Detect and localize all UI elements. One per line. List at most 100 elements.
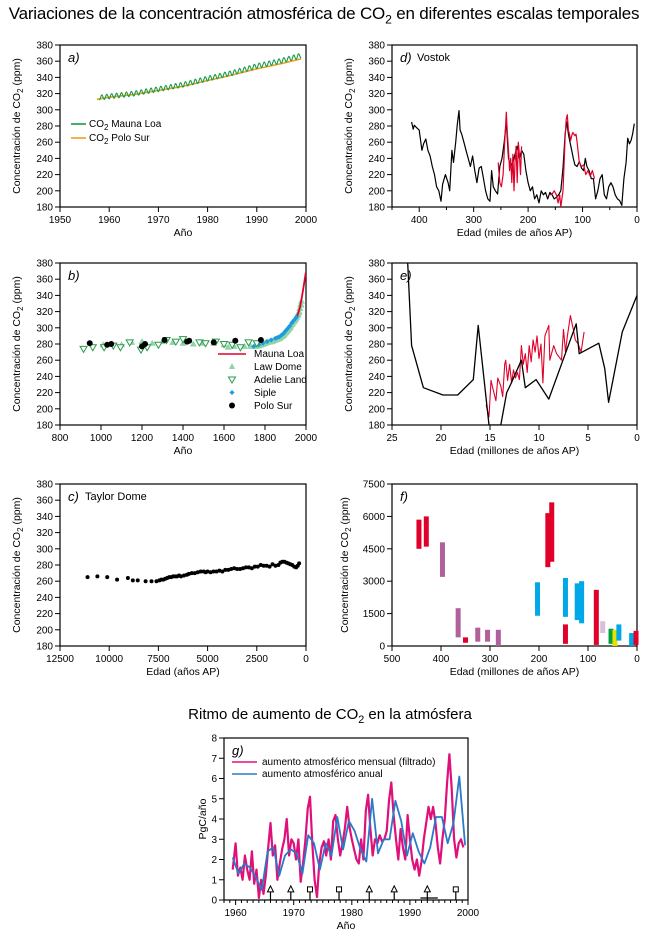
polo-sur-point <box>210 339 217 346</box>
x-tick-label: 1600 <box>213 433 236 444</box>
x-tick-label: 1400 <box>172 433 195 444</box>
x-tick-label: 0 <box>634 654 640 665</box>
x-tick-label: 15 <box>484 433 496 444</box>
adelie-land-point <box>88 344 98 352</box>
event-marker-square <box>306 886 313 893</box>
y-tick-label: 0 <box>211 896 217 907</box>
taylor-dome-point <box>243 565 248 570</box>
law-dome-point <box>224 343 232 350</box>
y-tick-label: 180 <box>368 203 385 214</box>
co2-range-bar <box>495 629 501 646</box>
y-axis-label: Concentración de CO2 (ppm) <box>11 497 25 633</box>
taylor-dome-point <box>105 575 110 580</box>
y-tick-label: 220 <box>368 388 385 399</box>
y-tick-label: 300 <box>36 105 53 116</box>
y-tick-label: 200 <box>368 186 385 197</box>
y-axis-label: Concentración de CO2 (ppm) <box>11 58 25 194</box>
co2-range-bar <box>616 624 622 641</box>
y-tick-label: 260 <box>368 138 385 149</box>
y-tick-label: 3 <box>211 835 217 846</box>
taylor-dome-point <box>252 564 257 569</box>
co2-range-bar <box>633 630 639 645</box>
y-tick-label: 220 <box>36 388 53 399</box>
polo-sur-point <box>186 337 193 344</box>
law-dome-point <box>148 339 156 346</box>
series-monthly-line <box>231 753 465 900</box>
y-tick-label: 300 <box>368 105 385 116</box>
legend-label: CO2 Mauna Loa <box>89 119 162 132</box>
y-tick-label: 5 <box>211 794 217 805</box>
taylor-dome-point <box>255 564 260 569</box>
y-tick-label: 340 <box>368 73 385 84</box>
event-marker-triangle <box>287 884 295 893</box>
x-tick-label: 1990 <box>246 215 269 226</box>
y-tick-label: 360 <box>36 496 53 507</box>
co2-range-bar <box>423 516 429 547</box>
co2-range-bar <box>535 582 541 616</box>
chart-panel-c: 180 200 220 240 260 280 300 320 340 360 380 12500 10… <box>11 480 309 679</box>
y-tick-label: 360 <box>36 57 53 68</box>
y-tick-label: 2 <box>211 855 217 866</box>
x-axis-label: Edad (millones de años AP) <box>450 666 580 678</box>
y-tick-label: 200 <box>368 404 385 415</box>
taylor-dome-point <box>297 561 302 566</box>
polo-sur-point <box>86 340 93 347</box>
x-tick-label: 10000 <box>95 654 123 665</box>
y-tick-label: 340 <box>368 291 385 302</box>
series-mauna-loa-line <box>296 272 306 316</box>
adelie-land-point <box>252 340 262 348</box>
x-tick-label: 200 <box>520 215 537 226</box>
panel-g-title: Ritmo de aumento de CO2 en la atmósfera <box>188 706 472 726</box>
x-tick-label: 300 <box>482 654 499 665</box>
x-axis-label: Año <box>337 920 356 932</box>
legend-label: aumento atmosférico anual <box>262 769 383 780</box>
y-tick-label: 340 <box>36 73 53 84</box>
x-tick-label: 1980 <box>196 215 219 226</box>
co2-range-bar <box>463 637 468 643</box>
event-marker-square <box>336 886 343 893</box>
chart-panel-b: 180 200 220 240 260 280 300 320 340 360 380 800 1000… <box>11 259 318 458</box>
x-tick-label: 1000 <box>90 433 113 444</box>
taylor-dome-point <box>249 566 254 571</box>
main-title: Variaciones de la concentración atmosfér… <box>8 4 640 27</box>
taylor-dome-point <box>211 569 216 574</box>
y-tick-label: 320 <box>36 528 53 539</box>
x-tick-label: 20 <box>435 433 447 444</box>
siple-point <box>268 337 274 343</box>
x-tick-label: 1200 <box>131 433 154 444</box>
taylor-dome-point <box>198 569 203 574</box>
y-tick-label: 320 <box>368 89 385 100</box>
x-tick-label: 400 <box>433 654 450 665</box>
legend-label: CO2 Polo Sur <box>89 133 150 146</box>
adelie-land-point <box>79 345 88 354</box>
y-tick-label: 7 <box>211 754 217 765</box>
y-tick-label: 180 <box>368 421 385 432</box>
y-tick-label: 320 <box>36 307 53 318</box>
legend-label: aumento atmosférico mensual (filtrado) <box>262 757 435 768</box>
legend-label: Adelie Land <box>254 375 307 386</box>
taylor-dome-point <box>125 575 130 580</box>
chart-panel-a: 180 200 220 240 260 280 300 320 340 360 380 1950 196… <box>11 41 318 240</box>
y-tick-label: 6 <box>211 774 217 785</box>
series-vostok-red <box>549 114 596 207</box>
legend: aumento atmosférico mensual (filtrado)au… <box>232 757 435 780</box>
y-tick-label: 4500 <box>363 544 386 555</box>
y-tick-label: 220 <box>36 609 53 620</box>
x-tick-label: 2000 <box>457 908 480 919</box>
co2-range-bar <box>549 502 555 562</box>
y-tick-label: 6000 <box>363 512 386 523</box>
adelie-land-point <box>236 344 245 352</box>
panel-label: f) <box>400 489 408 504</box>
y-tick-label: 180 <box>36 421 53 432</box>
x-tick-label: 1980 <box>341 908 364 919</box>
x-tick-label: 5 <box>585 433 591 444</box>
y-tick-label: 1 <box>211 875 217 886</box>
legend-swatch <box>229 402 235 409</box>
y-tick-label: 320 <box>368 307 385 318</box>
adelie-land-point <box>154 341 163 350</box>
y-tick-label: 320 <box>36 89 53 100</box>
y-tick-label: 200 <box>36 625 53 636</box>
co2-range-bar <box>545 513 551 568</box>
y-tick-label: 280 <box>36 122 53 133</box>
